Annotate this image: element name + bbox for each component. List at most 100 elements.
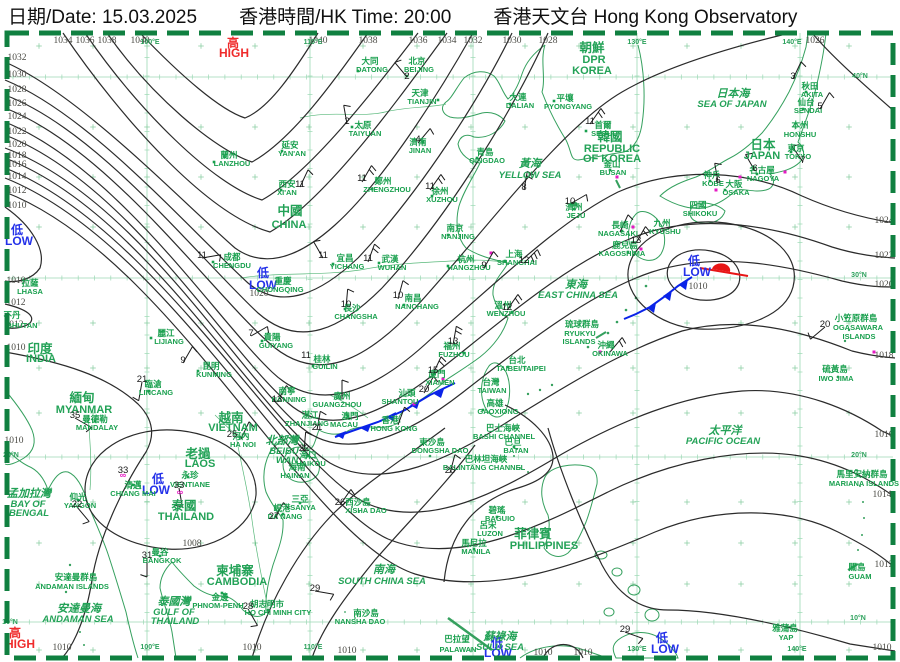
wind-barb-tick bbox=[347, 288, 355, 293]
coastline-visayas bbox=[594, 550, 660, 622]
station-value: 27 bbox=[269, 511, 280, 522]
haze-symbol: ∞ bbox=[177, 487, 184, 497]
place-label-cn: 溫州 bbox=[494, 300, 511, 310]
wind-barb-tick bbox=[533, 252, 538, 260]
wind-barb-staff bbox=[303, 432, 307, 452]
latlon-label: 100°E bbox=[140, 643, 159, 651]
wind-barb-staff bbox=[819, 92, 830, 110]
coastline-honshu bbox=[659, 32, 827, 209]
place-label-cn: 汕頭 bbox=[398, 388, 416, 398]
place-label-en: KUNMING bbox=[196, 370, 232, 379]
place-label-cn: 廣州 bbox=[332, 391, 350, 401]
pressure-label: 1014 bbox=[8, 172, 27, 182]
wind-barb-tick bbox=[250, 624, 258, 628]
sea-label-en: SULU SEA bbox=[476, 642, 524, 653]
station-value: 29 bbox=[310, 583, 321, 594]
country-label-en: CAMBODIA bbox=[207, 576, 268, 588]
place-label-cn: 巴林坦海峽 bbox=[465, 454, 508, 464]
wind-barb-tick bbox=[307, 169, 314, 176]
place-label-en: YAN'AN bbox=[278, 149, 306, 158]
country-label-en: KOREA bbox=[572, 65, 612, 77]
wind-barb-tick bbox=[455, 330, 462, 335]
high-marker: HIGH bbox=[5, 637, 35, 651]
place-label-cn: 呂宋 bbox=[479, 520, 497, 530]
wind-barb-staff bbox=[201, 254, 221, 259]
country-label-cn: 中國 bbox=[277, 203, 302, 218]
station-dot bbox=[356, 69, 360, 73]
country-label-en: VIETNAM bbox=[208, 422, 258, 434]
country-label-cn: 菲律賓 bbox=[514, 526, 552, 541]
high-marker: 高 bbox=[9, 625, 21, 640]
station-value: 31 bbox=[142, 550, 153, 561]
place-label-en: OGASAWARA bbox=[833, 323, 884, 332]
station-dot bbox=[789, 150, 793, 154]
wind-barb-tick bbox=[140, 574, 148, 578]
warm-front-semicircle bbox=[712, 263, 731, 272]
place-label-en: HANGZHOU bbox=[447, 263, 490, 272]
wind-barb-staff bbox=[240, 421, 250, 440]
place-label-en: XUZHOU bbox=[426, 195, 458, 204]
wind-barb-staff bbox=[589, 108, 602, 125]
station-dot bbox=[158, 554, 162, 558]
wind-barb-tick bbox=[85, 427, 92, 433]
wind-barb-tick bbox=[454, 454, 461, 460]
station-dot bbox=[76, 498, 80, 502]
station-value: 7 bbox=[800, 155, 805, 166]
station-value: 2 bbox=[344, 116, 349, 127]
wind-barb-staff bbox=[810, 326, 826, 340]
wind-barb-tick bbox=[527, 170, 534, 176]
sea-label-en: WAN bbox=[276, 455, 299, 466]
place-label-cn: 仙台 bbox=[797, 97, 815, 107]
sea-label-cn: 孟加拉灣 bbox=[7, 487, 53, 500]
wind-barbs bbox=[74, 59, 835, 645]
wind-barb-tick bbox=[402, 280, 409, 286]
place-label-cn: 西安 bbox=[278, 179, 296, 189]
low-marker: 低 bbox=[490, 635, 503, 650]
station-dot bbox=[346, 414, 350, 418]
station-dot bbox=[306, 454, 310, 458]
place-label-en: TAIWAN bbox=[477, 386, 506, 395]
station-value: 13 bbox=[448, 336, 459, 347]
station-value: 6 bbox=[752, 163, 757, 174]
place-label-en: BUSAN bbox=[600, 168, 627, 177]
wind-barb-tick bbox=[286, 385, 292, 392]
isobar bbox=[62, 32, 448, 233]
place-label-cn: 仰光 bbox=[69, 492, 87, 502]
coastline-taiwan bbox=[481, 362, 511, 418]
station-value: 21 bbox=[137, 374, 148, 385]
latlon-label: 20°N bbox=[3, 451, 19, 459]
station-dot bbox=[343, 307, 347, 311]
station-value: 11 bbox=[301, 350, 311, 361]
station-dot bbox=[211, 260, 215, 264]
place-label-cn: 大阪 bbox=[725, 179, 743, 189]
pressure-label: 1038 bbox=[359, 36, 378, 46]
place-label-en: TIANJIN bbox=[407, 97, 436, 106]
place-label-cn: 重慶 bbox=[274, 276, 292, 286]
isobar bbox=[4, 32, 513, 298]
place-label-cn: 西沙島 bbox=[345, 497, 371, 507]
station-dot bbox=[350, 125, 354, 129]
station-dot bbox=[801, 107, 805, 111]
wind-barb-staff bbox=[316, 411, 321, 431]
place-label-en: IWO JIMA bbox=[819, 374, 855, 383]
pressure-label: 1020 bbox=[250, 289, 269, 299]
pressure-label: 1022 bbox=[875, 251, 894, 261]
place-label-en: BALINTANG CHANNEL bbox=[443, 463, 526, 472]
place-label-en: NANJING bbox=[441, 232, 475, 241]
station-dot bbox=[421, 140, 425, 144]
country-label-cn: 朝鮮 bbox=[579, 40, 605, 55]
observatory-label: 香港天文台 Hong Kong Observatory bbox=[493, 6, 798, 28]
isobar bbox=[4, 167, 896, 513]
place-label-cn: 香港 bbox=[380, 415, 399, 425]
station-value: 15 bbox=[428, 365, 439, 376]
isobar bbox=[811, 32, 896, 113]
isobar bbox=[666, 249, 741, 301]
station-dot bbox=[298, 501, 302, 505]
pressure-label: 1010 bbox=[7, 343, 26, 353]
sea-label-cn: 南海 bbox=[373, 563, 397, 576]
place-label-cn: 拉薩 bbox=[21, 278, 39, 288]
station-dot bbox=[131, 483, 135, 487]
station-dot bbox=[481, 408, 485, 412]
sea-label-en: BEIBU bbox=[269, 446, 300, 457]
place-label-cn: 平壤 bbox=[556, 93, 574, 103]
